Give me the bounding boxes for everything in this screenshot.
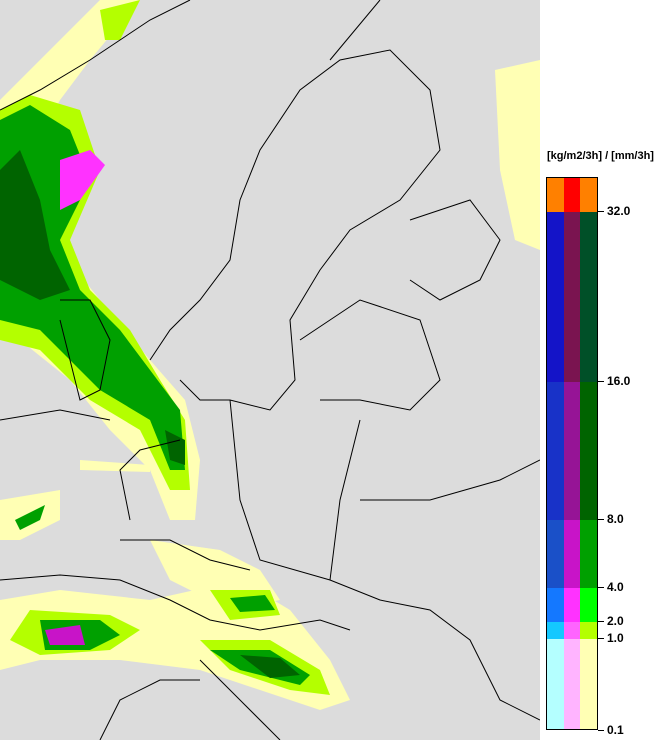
legend-tick-label: 2.0 xyxy=(598,615,624,627)
legend-swatch-mixed xyxy=(563,520,581,588)
legend-unit-label: [kg/m2/3h] / [mm/3h] xyxy=(547,150,654,162)
coastlines-borders xyxy=(0,0,541,741)
legend-swatch-rain xyxy=(580,212,598,382)
legend-swatch-rain xyxy=(580,178,598,212)
legend-swatch-snow xyxy=(547,639,564,729)
legend-tick-label: 8.0 xyxy=(598,513,624,525)
legend-tick-label: 16.0 xyxy=(598,375,630,387)
legend-swatch-mixed xyxy=(563,639,581,729)
precip-very-heavy xyxy=(0,150,300,678)
legend-tick-label: 4.0 xyxy=(598,581,624,593)
legend-band xyxy=(547,178,598,212)
legend-swatch-rain xyxy=(580,588,598,622)
precip-moderate xyxy=(0,0,330,695)
legend-swatch-snow xyxy=(547,588,564,622)
legend-swatch-snow xyxy=(547,520,564,588)
color-legend xyxy=(546,177,598,730)
legend-swatch-mixed xyxy=(563,588,581,622)
legend-swatch-snow xyxy=(547,178,564,212)
legend-swatch-mixed xyxy=(563,622,581,639)
legend-swatch-mixed xyxy=(563,212,581,382)
precipitation-map xyxy=(0,0,541,741)
legend-swatch-rain xyxy=(580,382,598,520)
legend-tick-label: 32.0 xyxy=(598,205,630,217)
legend-swatch-rain xyxy=(580,520,598,588)
legend-swatch-rain xyxy=(580,639,598,729)
legend-band xyxy=(547,382,598,520)
legend-band xyxy=(547,639,598,729)
precip-mixed xyxy=(45,150,105,645)
legend-band xyxy=(547,588,598,622)
legend-tick-label: 0.1 xyxy=(598,724,624,736)
legend-band xyxy=(547,212,598,382)
legend-swatch-snow xyxy=(547,382,564,520)
legend-band xyxy=(547,520,598,588)
legend-swatch-mixed xyxy=(563,178,581,212)
legend-swatch-rain xyxy=(580,622,598,639)
legend-swatch-snow xyxy=(547,212,564,382)
legend-swatch-mixed xyxy=(563,382,581,520)
legend-tick-label: 1.0 xyxy=(598,632,624,644)
legend-swatch-snow xyxy=(547,622,564,639)
map-canvas xyxy=(0,0,541,741)
legend-band xyxy=(547,622,598,639)
